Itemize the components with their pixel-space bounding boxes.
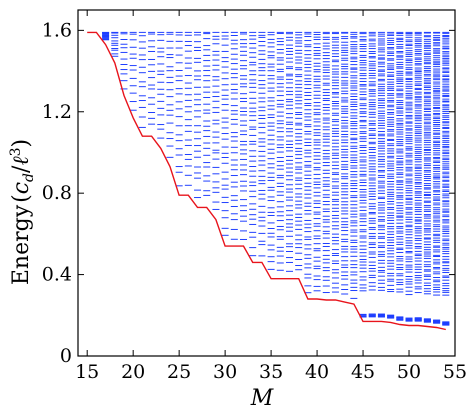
level-column	[285, 31, 293, 272]
level-column	[414, 31, 422, 322]
axis-ticks: 15 20 25 30 35 40 45 50 55 0 0.4 0.8 1.2 1.6	[42, 10, 467, 383]
level-column	[350, 31, 358, 299]
level-column	[368, 31, 376, 318]
level-column	[387, 31, 395, 319]
level-column	[322, 31, 330, 294]
y-tick-label: 1.2	[42, 101, 72, 123]
plot-frame	[77, 9, 456, 357]
level-column	[267, 31, 275, 270]
level-column	[120, 31, 128, 90]
y-tick-label: 0	[60, 345, 72, 367]
level-column	[258, 31, 266, 257]
level-column	[175, 31, 183, 187]
level-column	[359, 31, 367, 318]
level-column	[212, 31, 220, 210]
level-column	[230, 31, 238, 240]
svg-text:Energy(cd/ℓ3): Energy(cd/ℓ3)	[8, 139, 37, 285]
x-tick-label: 30	[213, 361, 237, 383]
level-column	[405, 31, 413, 322]
level-column	[157, 31, 165, 139]
level-column	[221, 31, 229, 236]
level-column	[184, 31, 192, 186]
level-column	[194, 31, 202, 199]
x-tick-label: 20	[121, 361, 145, 383]
level-column	[111, 31, 119, 57]
y-axis-title: Energy(cd/ℓ3)	[8, 139, 37, 285]
x-tick-label: 40	[305, 361, 329, 383]
x-axis-title: M	[250, 386, 274, 411]
x-tick-label: 55	[443, 361, 467, 383]
x-tick-label: 25	[167, 361, 191, 383]
x-tick-label: 50	[397, 361, 421, 383]
x-tick-label: 15	[75, 361, 99, 383]
level-column	[442, 31, 450, 326]
level-column	[276, 31, 284, 271]
level-column	[433, 31, 441, 324]
level-column	[313, 31, 321, 292]
y-tick-label: 0.8	[42, 182, 72, 204]
level-column	[295, 31, 303, 271]
y-tick-label: 0.4	[42, 264, 72, 286]
level-column	[240, 31, 248, 240]
level-column	[148, 31, 156, 125]
level-column	[249, 31, 257, 257]
level-column	[102, 31, 110, 41]
x-tick-label: 45	[351, 361, 375, 383]
level-column	[377, 31, 385, 318]
level-column	[341, 31, 349, 295]
level-column	[331, 31, 339, 293]
level-column	[396, 31, 404, 321]
x-tick-label: 35	[259, 361, 283, 383]
y-tick-label: 1.6	[42, 19, 72, 41]
ground-state-line	[87, 31, 446, 331]
level-column	[166, 31, 174, 158]
level-column	[304, 31, 312, 294]
level-column	[203, 31, 211, 196]
energy-levels-series	[102, 31, 450, 326]
level-column	[138, 31, 146, 128]
level-column	[423, 31, 431, 323]
level-column	[129, 31, 137, 111]
